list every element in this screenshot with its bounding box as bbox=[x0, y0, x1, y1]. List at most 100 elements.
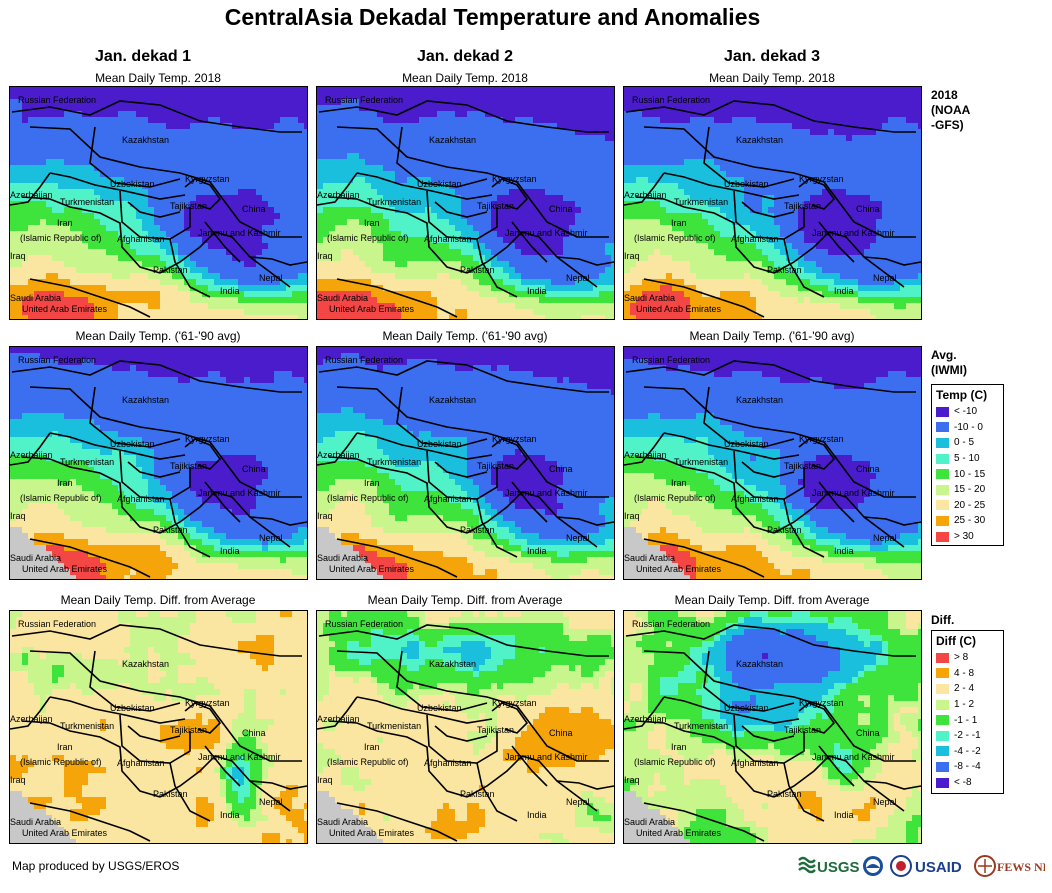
place-label: Kyrgyzstan bbox=[492, 434, 537, 444]
place-label: Uzbekistan bbox=[724, 439, 769, 449]
place-label: India bbox=[834, 546, 854, 556]
panel-title: Mean Daily Temp. Diff. from Average bbox=[367, 593, 563, 607]
map-credit: Map produced by USGS/EROS bbox=[12, 859, 180, 873]
legend-title: Diff (C) bbox=[936, 634, 976, 648]
place-label: (Islamic Republic of) bbox=[327, 493, 409, 503]
legend-item: > 30 bbox=[932, 529, 1003, 545]
row-label-current: 2018 (NOAA -GFS) bbox=[931, 88, 970, 133]
place-label: Uzbekistan bbox=[110, 439, 155, 449]
row-label-line: Diff. bbox=[931, 613, 955, 627]
place-label: Iraq bbox=[624, 511, 640, 521]
legend-label: 0 - 5 bbox=[954, 437, 975, 449]
map-panel: Russian Federation Kazakhstan Uzbekistan Ky… bbox=[9, 346, 308, 580]
legend-label: -2 - -1 bbox=[954, 730, 981, 742]
logo-strip: USGS USAID FEWS NET bbox=[797, 852, 1052, 882]
place-label: (Islamic Republic of) bbox=[634, 233, 716, 243]
legend-swatch bbox=[936, 730, 949, 741]
place-label: Saudi Arabia bbox=[10, 553, 61, 563]
raster-map-icon: Russian Federation Kazakhstan Uzbekistan Ky… bbox=[10, 87, 307, 319]
raster-map-icon: Russian Federation Kazakhstan Uzbekistan Ky… bbox=[624, 611, 921, 843]
place-label: Uzbekistan bbox=[110, 703, 155, 713]
place-label: Azerbaijan bbox=[317, 714, 360, 724]
logos-icon: USGS USAID FEWS NET bbox=[798, 855, 1052, 877]
legend-swatch bbox=[936, 469, 949, 480]
legend-swatch bbox=[936, 777, 949, 788]
place-label: China bbox=[856, 464, 880, 474]
place-label: China bbox=[242, 464, 266, 474]
place-label: Iraq bbox=[10, 511, 26, 521]
place-label: Afghanistan bbox=[731, 234, 779, 244]
place-label: China bbox=[242, 728, 266, 738]
row-label-diff: Diff. bbox=[931, 613, 954, 628]
map-panel: Russian Federation Kazakhstan Uzbekistan Ky… bbox=[316, 86, 615, 320]
place-label: Nepal bbox=[873, 797, 897, 807]
legend-swatch bbox=[936, 699, 949, 710]
place-label: Turkmenistan bbox=[674, 721, 728, 731]
place-label: China bbox=[242, 204, 266, 214]
legend-item: 10 - 15 bbox=[932, 466, 1003, 482]
map-panel: Russian Federation Kazakhstan Uzbekistan Ky… bbox=[316, 610, 615, 844]
legend-title: Temp (C) bbox=[936, 388, 988, 402]
place-label: Tajikistan bbox=[170, 725, 207, 735]
legend-label: 2 - 4 bbox=[954, 683, 975, 695]
legend-item: < -8 bbox=[932, 775, 1003, 791]
raster-map-icon: Russian Federation Kazakhstan Uzbekistan Ky… bbox=[624, 87, 921, 319]
place-label: Pakistan bbox=[153, 265, 188, 275]
place-label: Tajikistan bbox=[784, 461, 821, 471]
place-label: Pakistan bbox=[153, 525, 188, 535]
place-label: Jammu and Kashmir bbox=[505, 228, 588, 238]
place-label: Uzbekistan bbox=[110, 179, 155, 189]
legend-swatch bbox=[936, 437, 949, 448]
legend-item: > 8 bbox=[932, 650, 1003, 666]
legend-label: < -8 bbox=[954, 777, 972, 789]
legend-swatch bbox=[936, 500, 949, 511]
legend-label: -1 - 1 bbox=[954, 714, 978, 726]
legend-item: 0 - 5 bbox=[932, 435, 1003, 451]
panel-title: Mean Daily Temp. ('61-'90 avg) bbox=[689, 329, 855, 343]
place-label: Turkmenistan bbox=[60, 457, 114, 467]
place-label: Russian Federation bbox=[18, 355, 96, 365]
place-label: Russian Federation bbox=[632, 355, 710, 365]
usgs-text: USGS bbox=[817, 859, 860, 876]
place-label: Nepal bbox=[259, 533, 283, 543]
place-label: Kyrgyzstan bbox=[185, 434, 230, 444]
place-label: Pakistan bbox=[460, 265, 495, 275]
place-label: Turkmenistan bbox=[674, 197, 728, 207]
place-label: Kazakhstan bbox=[736, 659, 783, 669]
place-label: Uzbekistan bbox=[724, 703, 769, 713]
place-label: Iran bbox=[364, 218, 380, 228]
place-label: Azerbaijan bbox=[317, 190, 360, 200]
panel-title: Mean Daily Temp. Diff. from Average bbox=[60, 593, 256, 607]
place-label: Kyrgyzstan bbox=[185, 174, 230, 184]
place-label: (Islamic Republic of) bbox=[634, 757, 716, 767]
place-label: Iraq bbox=[317, 251, 333, 261]
place-label: Iran bbox=[671, 218, 687, 228]
place-label: United Arab Emirates bbox=[329, 564, 415, 574]
column-header-2: Jan. dekad 2 bbox=[416, 48, 514, 65]
place-label: Tajikistan bbox=[170, 201, 207, 211]
place-label: Afghanistan bbox=[117, 234, 165, 244]
place-label: India bbox=[527, 546, 547, 556]
legend-swatch bbox=[936, 453, 949, 464]
legend-item: 4 - 8 bbox=[932, 666, 1003, 682]
place-label: Nepal bbox=[566, 797, 590, 807]
place-label: Nepal bbox=[566, 533, 590, 543]
place-label: Tajikistan bbox=[170, 461, 207, 471]
usaid-text: USAID bbox=[915, 859, 962, 876]
legend-label: < -10 bbox=[954, 406, 978, 418]
legend-swatch bbox=[936, 746, 949, 757]
place-label: Saudi Arabia bbox=[624, 293, 675, 303]
place-label: Iran bbox=[671, 478, 687, 488]
place-label: Uzbekistan bbox=[417, 179, 462, 189]
place-label: Pakistan bbox=[767, 525, 802, 535]
place-label: (Islamic Republic of) bbox=[20, 233, 102, 243]
legend-label: 15 - 20 bbox=[954, 484, 986, 496]
place-label: Uzbekistan bbox=[724, 179, 769, 189]
place-label: Kazakhstan bbox=[736, 135, 783, 145]
place-label: Russian Federation bbox=[325, 355, 403, 365]
place-label: Azerbaijan bbox=[624, 190, 667, 200]
place-label: Russian Federation bbox=[18, 95, 96, 105]
place-label: Pakistan bbox=[153, 789, 188, 799]
place-label: United Arab Emirates bbox=[329, 304, 415, 314]
place-label: Russian Federation bbox=[18, 619, 96, 629]
